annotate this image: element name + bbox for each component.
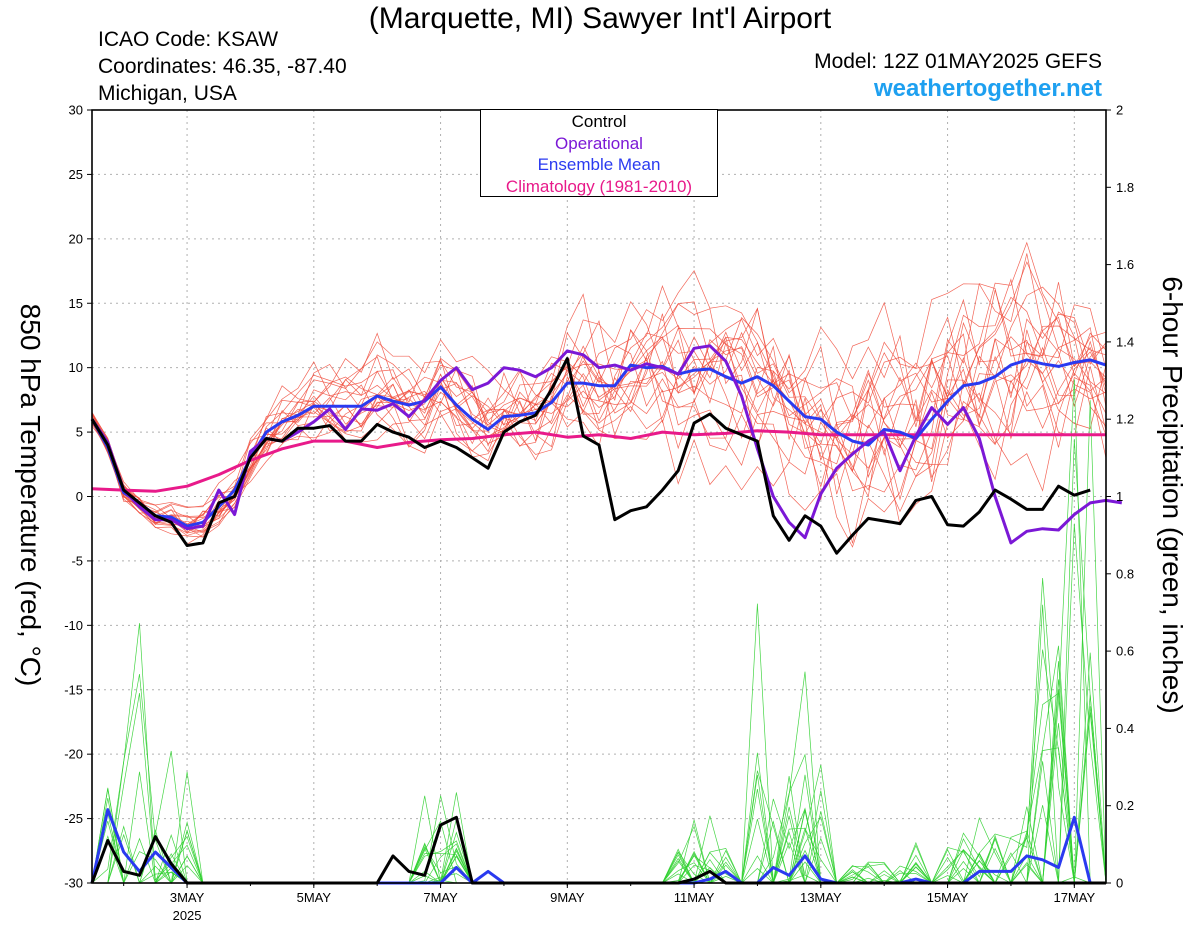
y-tick-label: -25 bbox=[64, 811, 83, 826]
y-tick-label: -5 bbox=[71, 553, 83, 568]
member-temp-line bbox=[91, 253, 1107, 533]
y-tick-label: 20 bbox=[69, 231, 83, 246]
chart-title: (Marquette, MI) Sawyer Int'l Airport bbox=[368, 2, 832, 35]
y2-tick-label: 1.2 bbox=[1116, 412, 1134, 427]
x-tick-sublabel: 2025 bbox=[173, 908, 202, 923]
y-tick-label: 30 bbox=[69, 103, 83, 118]
y-tick-label: 25 bbox=[69, 167, 83, 182]
ensemble-mean-precip-line bbox=[90, 808, 1092, 885]
member-precip-line bbox=[92, 577, 1107, 885]
y2-tick-label: 1.8 bbox=[1116, 180, 1134, 195]
member-temp-line bbox=[91, 300, 1107, 513]
control-precip-line bbox=[90, 815, 1106, 885]
icao-code: ICAO Code: KSAW bbox=[98, 28, 279, 51]
member-precip-line bbox=[91, 819, 1106, 884]
member-precip-line bbox=[92, 645, 1106, 884]
x-tick-label: 9MAY bbox=[550, 890, 585, 905]
member-precip-line bbox=[92, 438, 1107, 884]
y-tick-label: 5 bbox=[76, 425, 83, 440]
legend-climatology: Climatology (1981-2010) bbox=[505, 176, 693, 196]
y2-tick-label: 2 bbox=[1116, 103, 1123, 118]
series-lines bbox=[90, 344, 1123, 885]
y-tick-label: -30 bbox=[64, 876, 83, 891]
y2-tick-label: 0.2 bbox=[1116, 798, 1134, 813]
legend: Control Operational Ensemble Mean Climat… bbox=[480, 109, 718, 197]
member-precip-line bbox=[92, 706, 1107, 884]
x-tick-label: 13MAY bbox=[800, 890, 842, 905]
member-precip-line bbox=[92, 523, 1107, 884]
member-temp-line bbox=[91, 286, 1107, 524]
climatology-line bbox=[91, 429, 1106, 493]
legend-ensemble-mean: Ensemble Mean bbox=[537, 155, 661, 174]
x-tick-label: 7MAY bbox=[423, 890, 458, 905]
member-precip-line bbox=[91, 712, 1107, 885]
model-run: Model: 12Z 01MAY2025 GEFS bbox=[814, 50, 1102, 73]
legend-operational: Operational bbox=[555, 133, 643, 153]
y2-tick-label: 1.6 bbox=[1116, 257, 1134, 272]
legend-control: Control bbox=[571, 112, 627, 131]
x-tick-label: 17MAY bbox=[1053, 890, 1095, 905]
member-temp-line bbox=[91, 301, 1107, 538]
member-temp-line bbox=[91, 278, 1107, 532]
y2-tick-label: 0.8 bbox=[1116, 566, 1134, 581]
x-tick-label: 11MAY bbox=[674, 890, 715, 905]
member-precip-line bbox=[92, 723, 1106, 884]
member-precip-line bbox=[91, 652, 1107, 884]
member-precip-line bbox=[92, 689, 1106, 885]
member-precip-line bbox=[92, 603, 1106, 884]
member-precip-line bbox=[91, 808, 1106, 884]
region: Michigan, USA bbox=[98, 82, 237, 105]
plot-frame bbox=[91, 109, 1107, 884]
x-tick-label: 5MAY bbox=[297, 890, 332, 905]
member-temp-line bbox=[91, 325, 1107, 535]
y-tick-label: -20 bbox=[64, 747, 83, 762]
member-precip-line bbox=[91, 379, 1106, 884]
y-tick-label: -15 bbox=[64, 682, 83, 697]
ensemble-mean-temp-line bbox=[90, 358, 1107, 528]
y2-tick-label: 0 bbox=[1116, 876, 1123, 891]
y-tick-label: 15 bbox=[69, 296, 83, 311]
ensemble-members bbox=[91, 241, 1107, 885]
site-link[interactable]: weathertogether.net bbox=[873, 75, 1102, 102]
y-tick-label: 0 bbox=[76, 489, 83, 504]
member-temp-line bbox=[91, 303, 1107, 525]
member-temp-line bbox=[91, 296, 1107, 533]
y-tick-label: 10 bbox=[69, 360, 83, 375]
coordinates: Coordinates: 46.35, -87.40 bbox=[98, 55, 347, 78]
member-precip-line bbox=[92, 815, 1106, 884]
x-tick-label: 15MAY bbox=[927, 890, 969, 905]
grid bbox=[92, 110, 1106, 883]
y-tick-label: -10 bbox=[64, 618, 83, 633]
x-tick-label: 3MAY bbox=[170, 890, 205, 905]
member-precip-line bbox=[91, 604, 1106, 884]
y2-tick-label: 1.4 bbox=[1116, 334, 1134, 349]
member-precip-line bbox=[92, 649, 1106, 884]
y2-tick-label: 0.6 bbox=[1116, 644, 1134, 659]
y2-tick-label: 1 bbox=[1116, 489, 1123, 504]
control-temp-line bbox=[90, 357, 1091, 555]
member-precip-line bbox=[92, 692, 1106, 884]
y2-tick-label: 0.4 bbox=[1116, 721, 1134, 736]
